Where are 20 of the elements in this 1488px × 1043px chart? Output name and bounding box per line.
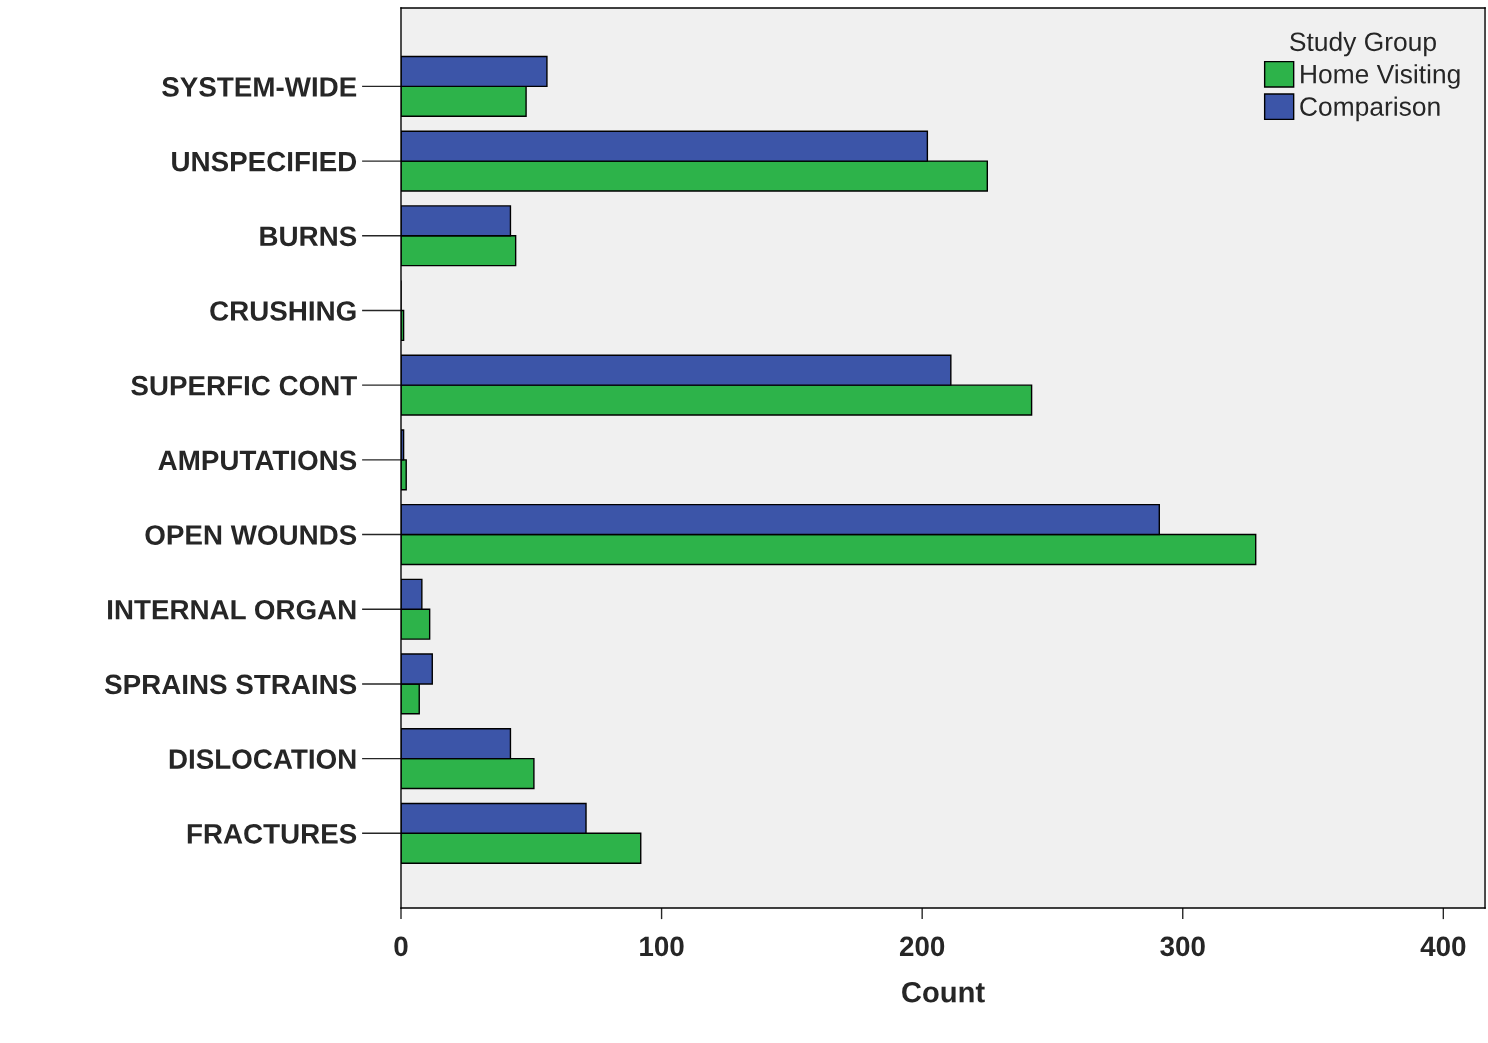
y-tick-label: BURNS xyxy=(260,226,357,247)
y-tick-label: SPRAINS STRAINS xyxy=(104,674,357,695)
y-tick-label: DISLOCATION xyxy=(169,749,356,769)
x-tick-label: 100 xyxy=(640,936,684,957)
y-tick-label: SUPERFIC CONT xyxy=(131,375,357,396)
legend-label: Comparison xyxy=(1300,96,1440,122)
y-tick-label: CRUSHING xyxy=(210,301,356,321)
y-tick-label: SYSTEM-WIDE xyxy=(162,77,357,97)
y-tick-label: UNSPECIFIED xyxy=(172,151,357,172)
x-tick-label: 0 xyxy=(394,936,408,957)
y-tick-label: FRACTURES xyxy=(187,823,357,844)
legend-label: Home Visiting xyxy=(1301,64,1460,89)
x-tick-label: 300 xyxy=(1160,936,1205,957)
y-tick-label: OPEN WOUNDS xyxy=(145,525,357,545)
x-tick-label: 200 xyxy=(899,936,945,957)
y-tick-label: AMPUTATIONS xyxy=(158,450,357,471)
x-axis-title: Count xyxy=(902,981,985,1003)
legend-title: Study Group xyxy=(1290,31,1436,57)
x-tick-label: 400 xyxy=(1420,936,1466,957)
y-tick-label: INTERNAL ORGAN xyxy=(108,599,356,620)
